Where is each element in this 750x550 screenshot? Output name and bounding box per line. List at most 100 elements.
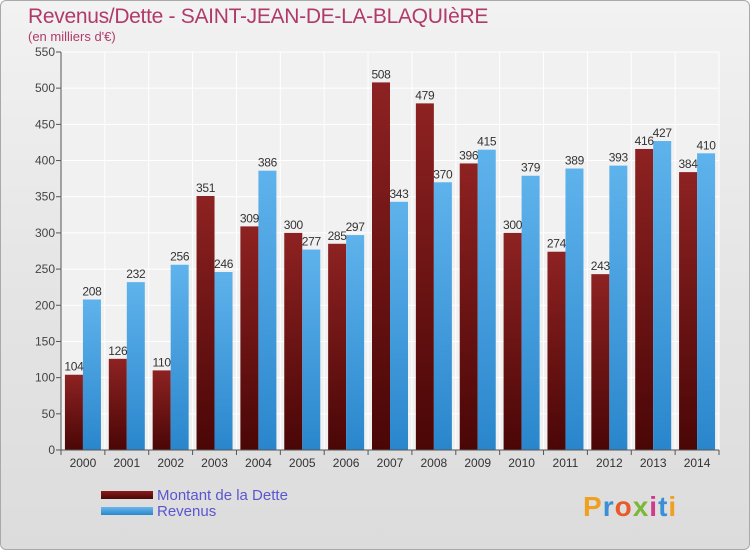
x-tick-label-2005: 2005 (289, 456, 316, 470)
bar-revenue-2014 (697, 153, 716, 451)
legend-swatch-debt (101, 491, 153, 499)
data-label-revenue-2014: 410 (697, 138, 717, 152)
bar-debt-2010 (503, 232, 522, 450)
bar-revenue-2007 (390, 201, 408, 450)
data-label-debt-2008: 479 (415, 88, 435, 102)
data-label-revenue-2010: 379 (521, 161, 541, 175)
data-label-revenue-2011: 389 (565, 154, 585, 168)
data-label-debt-2005: 300 (284, 218, 304, 232)
bar-debt-2013 (635, 148, 654, 450)
logo-letter: x (632, 491, 650, 522)
legend-label-revenue: Revenus (157, 502, 217, 520)
data-label-revenue-2009: 415 (477, 135, 497, 149)
bar-revenue-2006 (346, 235, 365, 450)
y-tick-label-100: 100 (35, 371, 55, 385)
chart-subtitle: (en milliers d'€) (28, 29, 116, 44)
data-label-debt-2000: 104 (64, 360, 84, 374)
logo-letter: i (668, 491, 678, 522)
bar-revenue-2004 (258, 170, 277, 450)
logo-letter: r (602, 491, 615, 522)
y-tick-label-350: 350 (35, 190, 55, 204)
bar-debt-2012 (591, 274, 610, 450)
data-label-debt-2014: 384 (679, 157, 699, 171)
data-label-revenue-2008: 370 (433, 167, 453, 181)
bar-debt-2007 (372, 82, 390, 450)
data-label-debt-2011: 274 (547, 237, 567, 251)
data-label-debt-2006: 285 (328, 229, 348, 243)
x-tick-label-2009: 2009 (464, 456, 491, 470)
bar-debt-2014 (679, 172, 698, 450)
bar-revenue-2012 (609, 165, 628, 451)
y-tick-label-150: 150 (35, 334, 55, 348)
proxiti-logo: Proxiti (583, 491, 677, 523)
y-tick-label-500: 500 (35, 81, 55, 95)
data-label-revenue-2004: 386 (258, 156, 278, 170)
y-tick-label-300: 300 (35, 226, 55, 240)
bar-debt-2008 (415, 103, 434, 451)
data-label-revenue-2002: 256 (170, 250, 190, 264)
data-label-debt-2001: 126 (108, 344, 128, 358)
x-tick-label-2004: 2004 (245, 456, 272, 470)
data-label-revenue-2007: 343 (389, 187, 409, 201)
data-label-debt-2002: 110 (153, 355, 172, 369)
y-tick-label-0: 0 (48, 443, 55, 457)
bar-debt-2000 (64, 374, 83, 450)
x-tick-label-2006: 2006 (333, 456, 360, 470)
legend-item-debt: Montant de la Dette (101, 487, 288, 504)
y-tick-label-450: 450 (35, 117, 55, 131)
data-label-debt-2004: 309 (240, 211, 260, 225)
x-tick-label-2000: 2000 (70, 456, 97, 470)
y-tick-label-50: 50 (42, 407, 56, 421)
bar-debt-2002 (152, 370, 171, 450)
legend: Montant de la Dette Revenus (101, 487, 288, 520)
x-tick-label-2002: 2002 (157, 456, 184, 470)
y-tick-label-400: 400 (35, 154, 55, 168)
x-tick-label-2007: 2007 (377, 456, 404, 470)
bar-debt-2005 (284, 232, 303, 450)
data-label-revenue-2005: 277 (302, 235, 322, 249)
data-label-revenue-2013: 427 (653, 126, 673, 140)
chart-title: Revenus/Dette - SAINT-JEAN-DE-LA-BLAQUIè… (28, 5, 489, 28)
bar-debt-2001 (108, 358, 127, 450)
x-tick-label-2013: 2013 (640, 456, 667, 470)
y-tick-label-550: 550 (35, 45, 55, 59)
data-label-revenue-2006: 297 (346, 220, 366, 234)
x-tick-label-2010: 2010 (508, 456, 535, 470)
x-tick-label-2014: 2014 (684, 456, 711, 470)
x-tick-label-2003: 2003 (201, 456, 228, 470)
bar-revenue-2005 (302, 249, 321, 450)
logo-letter: t (658, 491, 669, 522)
logo-letter: P (583, 491, 603, 522)
data-label-debt-2012: 243 (591, 259, 611, 273)
data-label-revenue-2001: 232 (126, 267, 146, 281)
bar-debt-2004 (240, 226, 259, 450)
data-label-debt-2009: 396 (459, 148, 479, 162)
data-label-debt-2013: 416 (635, 134, 655, 148)
bar-revenue-2011 (565, 168, 584, 451)
bar-revenue-2001 (126, 282, 145, 450)
bar-revenue-2010 (521, 175, 540, 450)
bar-revenue-2000 (82, 299, 101, 450)
y-tick-label-200: 200 (35, 298, 55, 312)
y-tick-label-250: 250 (35, 262, 55, 276)
data-label-revenue-2012: 393 (609, 151, 629, 165)
x-tick-label-2012: 2012 (596, 456, 623, 470)
logo-letter: o (614, 491, 633, 522)
x-tick-label-2001: 2001 (113, 456, 140, 470)
data-label-revenue-2003: 246 (214, 257, 234, 271)
data-label-debt-2003: 351 (196, 181, 216, 195)
bar-revenue-2009 (477, 149, 496, 450)
legend-swatch-revenue (101, 507, 153, 515)
logo-letter: i (649, 491, 659, 522)
x-tick-label-2011: 2011 (553, 456, 579, 470)
x-tick-label-2008: 2008 (421, 456, 448, 470)
bar-revenue-2002 (170, 264, 189, 450)
bar-revenue-2003 (214, 271, 233, 450)
data-label-debt-2010: 300 (503, 218, 523, 232)
data-label-debt-2007: 508 (371, 67, 391, 81)
bar-debt-2009 (459, 163, 478, 450)
bar-debt-2006 (328, 243, 347, 450)
bar-revenue-2008 (433, 182, 452, 450)
